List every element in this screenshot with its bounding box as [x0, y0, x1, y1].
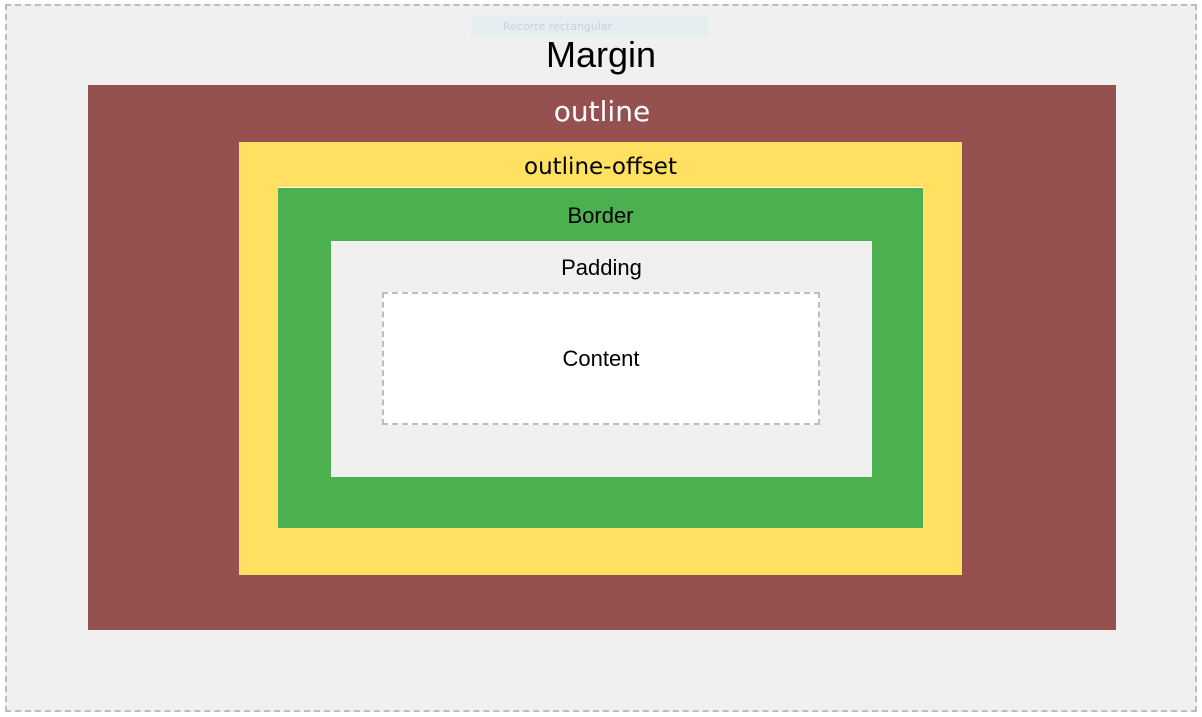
border-label: Border	[567, 203, 634, 228]
snipping-tooltip: Recorte rectangular	[471, 16, 709, 37]
content-area: Content	[382, 292, 820, 425]
padding-label: Padding	[561, 255, 642, 280]
content-label: Content	[562, 346, 640, 371]
margin-label: Margin	[545, 34, 657, 75]
outline-offset-label: outline-offset	[524, 154, 677, 180]
outline-label: outline	[553, 95, 651, 128]
